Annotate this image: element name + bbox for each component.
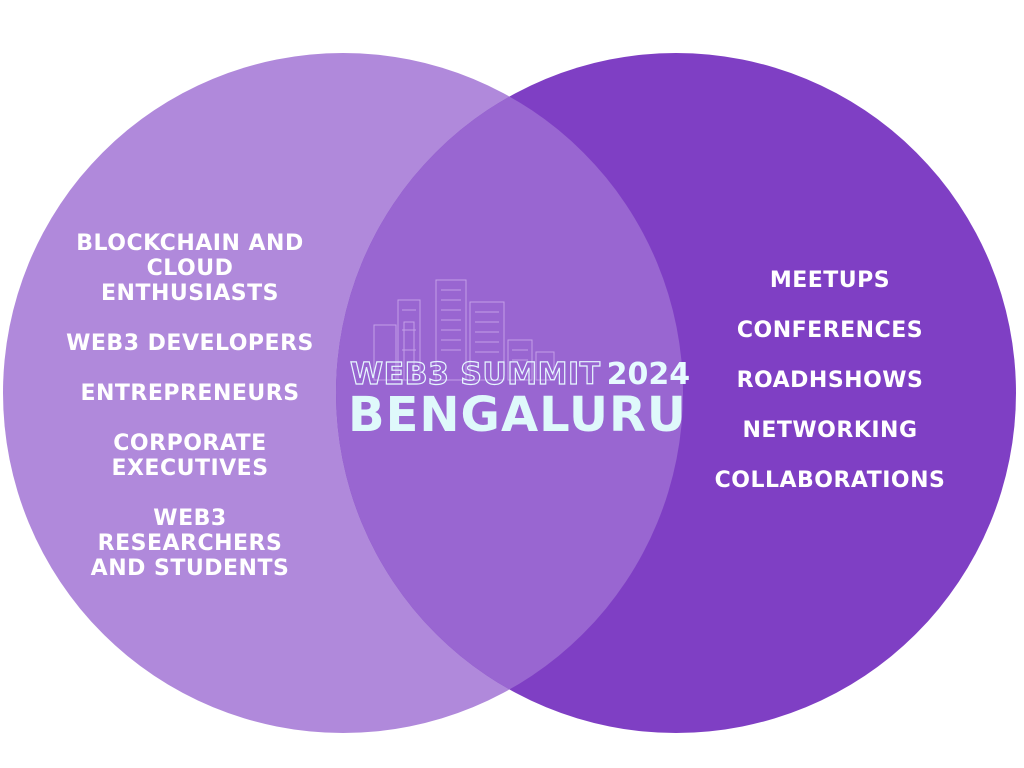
city-skyline-icon (373, 279, 555, 381)
list-item: ENTREPRENEURS (80, 381, 300, 406)
list-item: CONFERENCES (736, 318, 924, 343)
list-item: WEB3 RESEARCHERS AND STUDENTS (90, 506, 290, 581)
activities-list: MEETUPS CONFERENCES ROADHSHOWS NETWORKIN… (690, 268, 970, 518)
event-city: BENGALURU (348, 387, 687, 443)
list-item: CORPORATE EXECUTIVES (111, 431, 269, 481)
summit-title: WEB3 SUMMIT 2024 (349, 356, 691, 392)
event-year: 2024 (606, 357, 691, 392)
audience-list: BLOCKCHAIN AND CLOUD ENTHUSIASTS WEB3 DE… (40, 231, 340, 606)
list-item: MEETUPS (769, 268, 891, 293)
list-item: WEB3 DEVELOPERS (66, 331, 314, 356)
list-item: COLLABORATIONS (714, 468, 946, 493)
event-logo: WEB3 SUMMIT 2024 BENGALURU (346, 275, 690, 450)
list-item: NETWORKING (742, 418, 918, 443)
summit-label: WEB3 SUMMIT (349, 356, 601, 392)
list-item: BLOCKCHAIN AND CLOUD ENTHUSIASTS (76, 231, 304, 306)
list-item: ROADHSHOWS (736, 368, 924, 393)
overlap-region (336, 53, 683, 733)
